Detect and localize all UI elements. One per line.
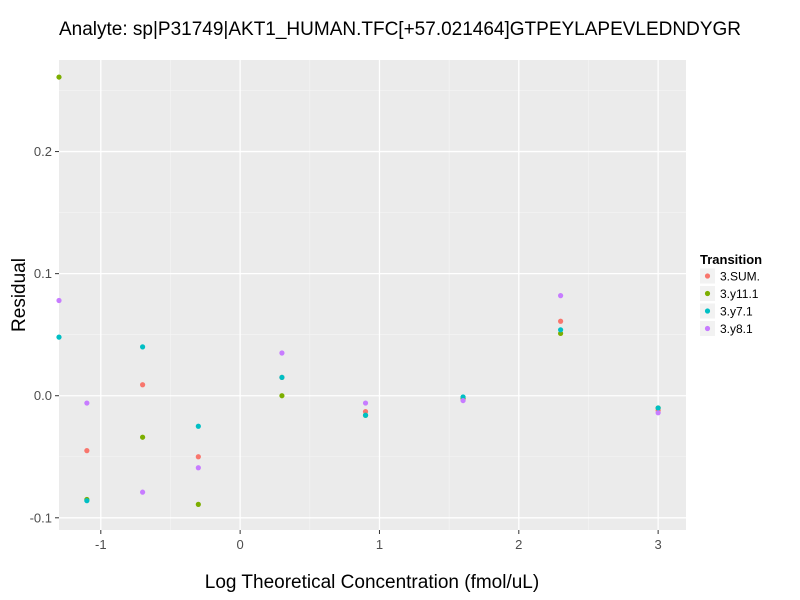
data-point bbox=[84, 448, 90, 454]
y-axis: -0.1 0.0 0.1 0.2 bbox=[30, 144, 59, 525]
chart-title: Analyte: sp|P31749|AKT1_HUMAN.TFC[+57.02… bbox=[59, 19, 741, 40]
x-tick-label: 1 bbox=[376, 537, 383, 552]
data-point bbox=[279, 393, 285, 399]
y-axis-label: Residual bbox=[9, 258, 30, 332]
data-point bbox=[140, 344, 146, 350]
legend: Transition 3.SUM. 3.y11.1 3.y7.1 3.y8.1 bbox=[700, 252, 762, 336]
legend-swatch bbox=[704, 273, 711, 279]
grid-major bbox=[59, 60, 686, 530]
legend-label: 3.y7.1 bbox=[720, 305, 753, 319]
data-point bbox=[655, 405, 661, 411]
data-point bbox=[56, 74, 62, 80]
x-tick-label: 3 bbox=[655, 537, 662, 552]
data-point bbox=[460, 397, 466, 404]
legend-label: 3.y8.1 bbox=[720, 322, 753, 336]
data-point bbox=[362, 400, 369, 406]
data-point bbox=[558, 293, 564, 299]
data-point bbox=[558, 327, 564, 333]
legend-title: Transition bbox=[700, 252, 762, 267]
data-point bbox=[195, 423, 201, 429]
data-point bbox=[84, 400, 90, 406]
y-tick-label: 0.1 bbox=[34, 266, 52, 281]
y-tick-label: 0.0 bbox=[34, 388, 52, 403]
data-point bbox=[140, 434, 146, 440]
data-point bbox=[195, 465, 201, 471]
data-point bbox=[195, 501, 201, 507]
data-points bbox=[56, 74, 661, 507]
data-point bbox=[195, 454, 201, 460]
legend-label: 3.SUM. bbox=[720, 270, 760, 284]
grid-minor bbox=[59, 60, 686, 530]
y-tick-label: 0.2 bbox=[34, 144, 52, 159]
data-point bbox=[362, 412, 369, 418]
data-point bbox=[279, 350, 285, 356]
data-point bbox=[140, 382, 146, 388]
data-point bbox=[655, 410, 661, 416]
x-axis: -1 0 1 2 3 bbox=[95, 530, 662, 552]
x-axis-label: Log Theoretical Concentration (fmol/uL) bbox=[205, 572, 539, 593]
x-tick-label: 2 bbox=[515, 537, 522, 552]
data-point bbox=[140, 489, 146, 495]
data-point bbox=[558, 330, 564, 337]
legend-swatch bbox=[704, 308, 711, 314]
data-point bbox=[460, 394, 466, 400]
x-tick-label: 0 bbox=[237, 537, 244, 552]
data-point bbox=[56, 334, 62, 340]
legend-label: 3.y11.1 bbox=[720, 287, 759, 301]
legend-swatch bbox=[704, 290, 711, 297]
data-point bbox=[279, 374, 285, 381]
data-point bbox=[362, 408, 369, 415]
plot-panel bbox=[59, 60, 686, 530]
legend-swatch bbox=[704, 325, 711, 332]
data-point bbox=[56, 297, 62, 304]
y-tick-label: -0.1 bbox=[30, 510, 52, 525]
data-point bbox=[558, 318, 564, 324]
data-point bbox=[84, 498, 90, 504]
x-tick-label: -1 bbox=[95, 537, 107, 552]
